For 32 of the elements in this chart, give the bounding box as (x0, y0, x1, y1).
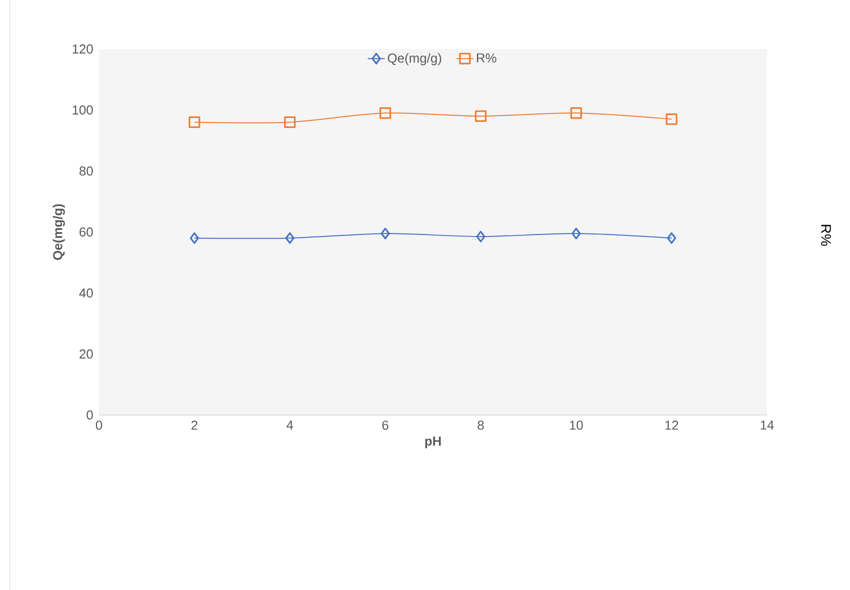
x-tick-label: 6 (382, 420, 388, 430)
y-tick-label: 40 (79, 288, 93, 298)
legend-label: R% (476, 53, 496, 62)
point (285, 232, 294, 244)
point (572, 228, 581, 240)
y2-axis-title: R% (821, 224, 831, 246)
x-tick-label: 4 (286, 420, 294, 430)
y-tick-label: 20 (80, 349, 93, 359)
x-tick-label: 14 (760, 420, 774, 430)
x-axis-title: pH (425, 436, 441, 448)
y-tick-label: 80 (80, 166, 93, 176)
point (380, 107, 392, 119)
point (474, 110, 487, 122)
point (570, 107, 582, 119)
y-tick-label: 0 (86, 410, 93, 420)
y-tick-label: 120 (72, 44, 93, 54)
x-tick-label: 12 (665, 420, 678, 430)
y-axis-title: Qe(mg/g) (52, 204, 65, 260)
y-tick-label: 60 (80, 227, 93, 237)
point (666, 113, 678, 125)
point (190, 232, 199, 244)
point (380, 228, 390, 240)
x-tick-label: 0 (96, 420, 102, 430)
point (284, 116, 296, 128)
x-tick-label: 2 (191, 420, 198, 430)
point (188, 116, 200, 128)
legend-label: Qe(mg/g) (388, 53, 442, 66)
x-tick-label: 8 (478, 420, 484, 430)
y-tick-label: 100 (72, 105, 93, 115)
point (476, 230, 486, 242)
point (667, 232, 676, 244)
x-tick-label: 10 (570, 420, 583, 430)
